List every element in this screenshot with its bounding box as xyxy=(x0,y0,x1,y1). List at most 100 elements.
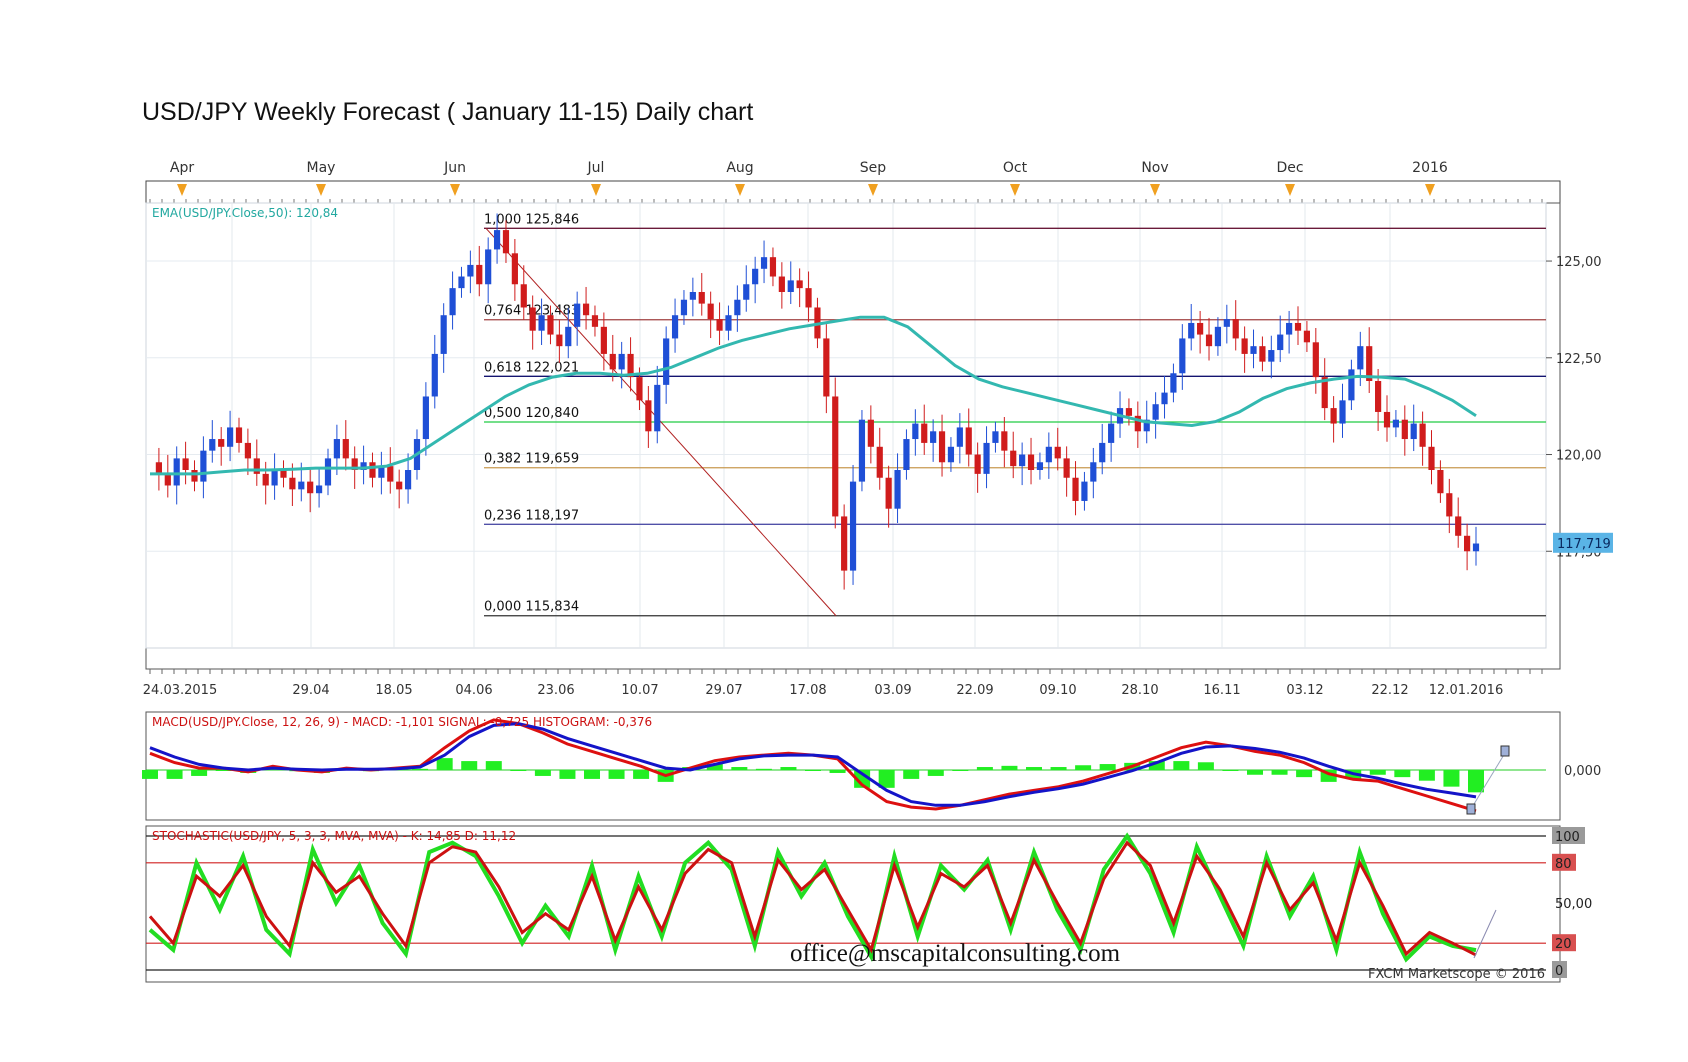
histogram-bar xyxy=(534,770,551,776)
month-marker xyxy=(316,184,326,196)
candle-body xyxy=(1179,338,1186,374)
y-tick-label: 125,00 xyxy=(1556,255,1602,270)
price-panel xyxy=(145,202,1561,670)
candle-body xyxy=(698,292,705,304)
histogram-bar xyxy=(436,758,453,770)
candle-body xyxy=(671,315,679,339)
date-label: 24.03.2015 xyxy=(143,683,217,698)
date-label: 09.10 xyxy=(1039,683,1076,698)
candle-body xyxy=(244,442,251,459)
candle-body xyxy=(529,307,536,331)
month-marker xyxy=(450,184,460,196)
stochastic-tick-badge xyxy=(1552,934,1576,952)
y-tick-label: 122,50 xyxy=(1556,352,1602,367)
candle-body xyxy=(894,470,901,509)
candle-body xyxy=(663,338,670,385)
month-label: Jul xyxy=(587,160,605,176)
candle-body xyxy=(1188,322,1195,339)
candle-body xyxy=(360,462,367,470)
candle-body xyxy=(1419,423,1426,447)
macd-y-axis: 0,000 xyxy=(1564,764,1601,779)
candle-body xyxy=(289,477,296,490)
histogram-bar xyxy=(731,767,748,770)
candle-body xyxy=(378,466,385,478)
stochastic-tick-badge xyxy=(1552,827,1585,844)
date-label: 29.07 xyxy=(705,683,742,698)
candle-body xyxy=(1348,369,1355,401)
date-label: 17.08 xyxy=(789,683,826,698)
candle-body xyxy=(485,249,492,285)
candle-body xyxy=(467,264,474,277)
candle-body xyxy=(1019,454,1026,467)
candle-body xyxy=(422,396,429,440)
candle-body xyxy=(333,439,340,459)
candle-body xyxy=(235,427,243,443)
candle-body xyxy=(1099,442,1106,463)
candle-body xyxy=(369,462,376,478)
candle-body xyxy=(1063,458,1070,478)
date-label: 23.06 xyxy=(537,683,574,698)
candle-body xyxy=(209,439,216,451)
candle-body xyxy=(1268,350,1275,362)
candle-body xyxy=(1010,450,1017,467)
candle-body xyxy=(867,419,874,447)
candle-body xyxy=(218,439,225,447)
candle-body xyxy=(1081,481,1088,501)
histogram-bar xyxy=(1468,770,1484,793)
histogram-bar xyxy=(485,761,502,770)
candle-body xyxy=(1392,419,1399,428)
date-label: 22.09 xyxy=(956,683,993,698)
stochastic-indicator-label: STOCHASTIC(USD/JPY, 5, 3, 3, MVA, MVA) -… xyxy=(152,829,516,843)
candle-body xyxy=(520,284,527,308)
date-label: 12.01.2016 xyxy=(1429,683,1503,698)
candle-body xyxy=(956,427,963,447)
stochastic-levels xyxy=(146,835,1546,971)
y-tick-label: 120,00 xyxy=(1556,449,1602,464)
candle-body xyxy=(760,257,768,269)
candle-body xyxy=(743,284,750,300)
histogram-bar xyxy=(1320,770,1337,782)
candlestick-series xyxy=(155,213,1480,590)
histogram-bar xyxy=(1369,770,1386,775)
candle-body xyxy=(342,439,349,459)
histogram-bar xyxy=(952,770,969,771)
stochastic-projection-line xyxy=(1473,909,1497,959)
candle-body xyxy=(778,276,785,292)
month-label: Dec xyxy=(1276,160,1303,176)
candle-body xyxy=(1294,322,1302,331)
stochastic-tick-badge xyxy=(1552,961,1567,978)
candle-body xyxy=(992,431,999,443)
candle-body xyxy=(752,268,759,285)
histogram-bar xyxy=(976,767,993,770)
candle-body xyxy=(716,319,723,331)
stochastic-y-axis: 100 80 50,00 20 0 xyxy=(1552,827,1592,979)
histogram-bar xyxy=(755,768,772,770)
histogram-bar xyxy=(584,770,600,779)
candle-body xyxy=(707,303,714,320)
candle-body xyxy=(1232,319,1239,339)
stochastic-tick-label: 20 xyxy=(1555,937,1572,952)
candle-body xyxy=(823,338,830,397)
month-marker xyxy=(1150,184,1160,196)
month-marker xyxy=(591,184,601,196)
candle-body xyxy=(609,353,616,370)
candle-body xyxy=(787,280,794,292)
histogram-bar xyxy=(461,761,478,770)
histogram-bar xyxy=(1296,770,1313,778)
candle-body xyxy=(200,450,207,482)
candle-body xyxy=(1455,516,1462,536)
candle-body xyxy=(1383,411,1391,428)
candle-body xyxy=(734,299,741,316)
candle-body xyxy=(1277,334,1284,351)
candle-body xyxy=(636,377,643,401)
candle-body xyxy=(930,431,937,443)
month-ruler xyxy=(145,180,1561,204)
candle-body xyxy=(262,473,269,486)
candle-body xyxy=(841,516,848,571)
date-label: 10.07 xyxy=(621,683,658,698)
candle-body xyxy=(1250,346,1257,354)
candle-body xyxy=(805,288,812,308)
histogram-bar xyxy=(166,770,183,779)
fibonacci-label: 0,000 115,834 xyxy=(484,600,579,615)
histogram-bar xyxy=(1418,770,1435,781)
